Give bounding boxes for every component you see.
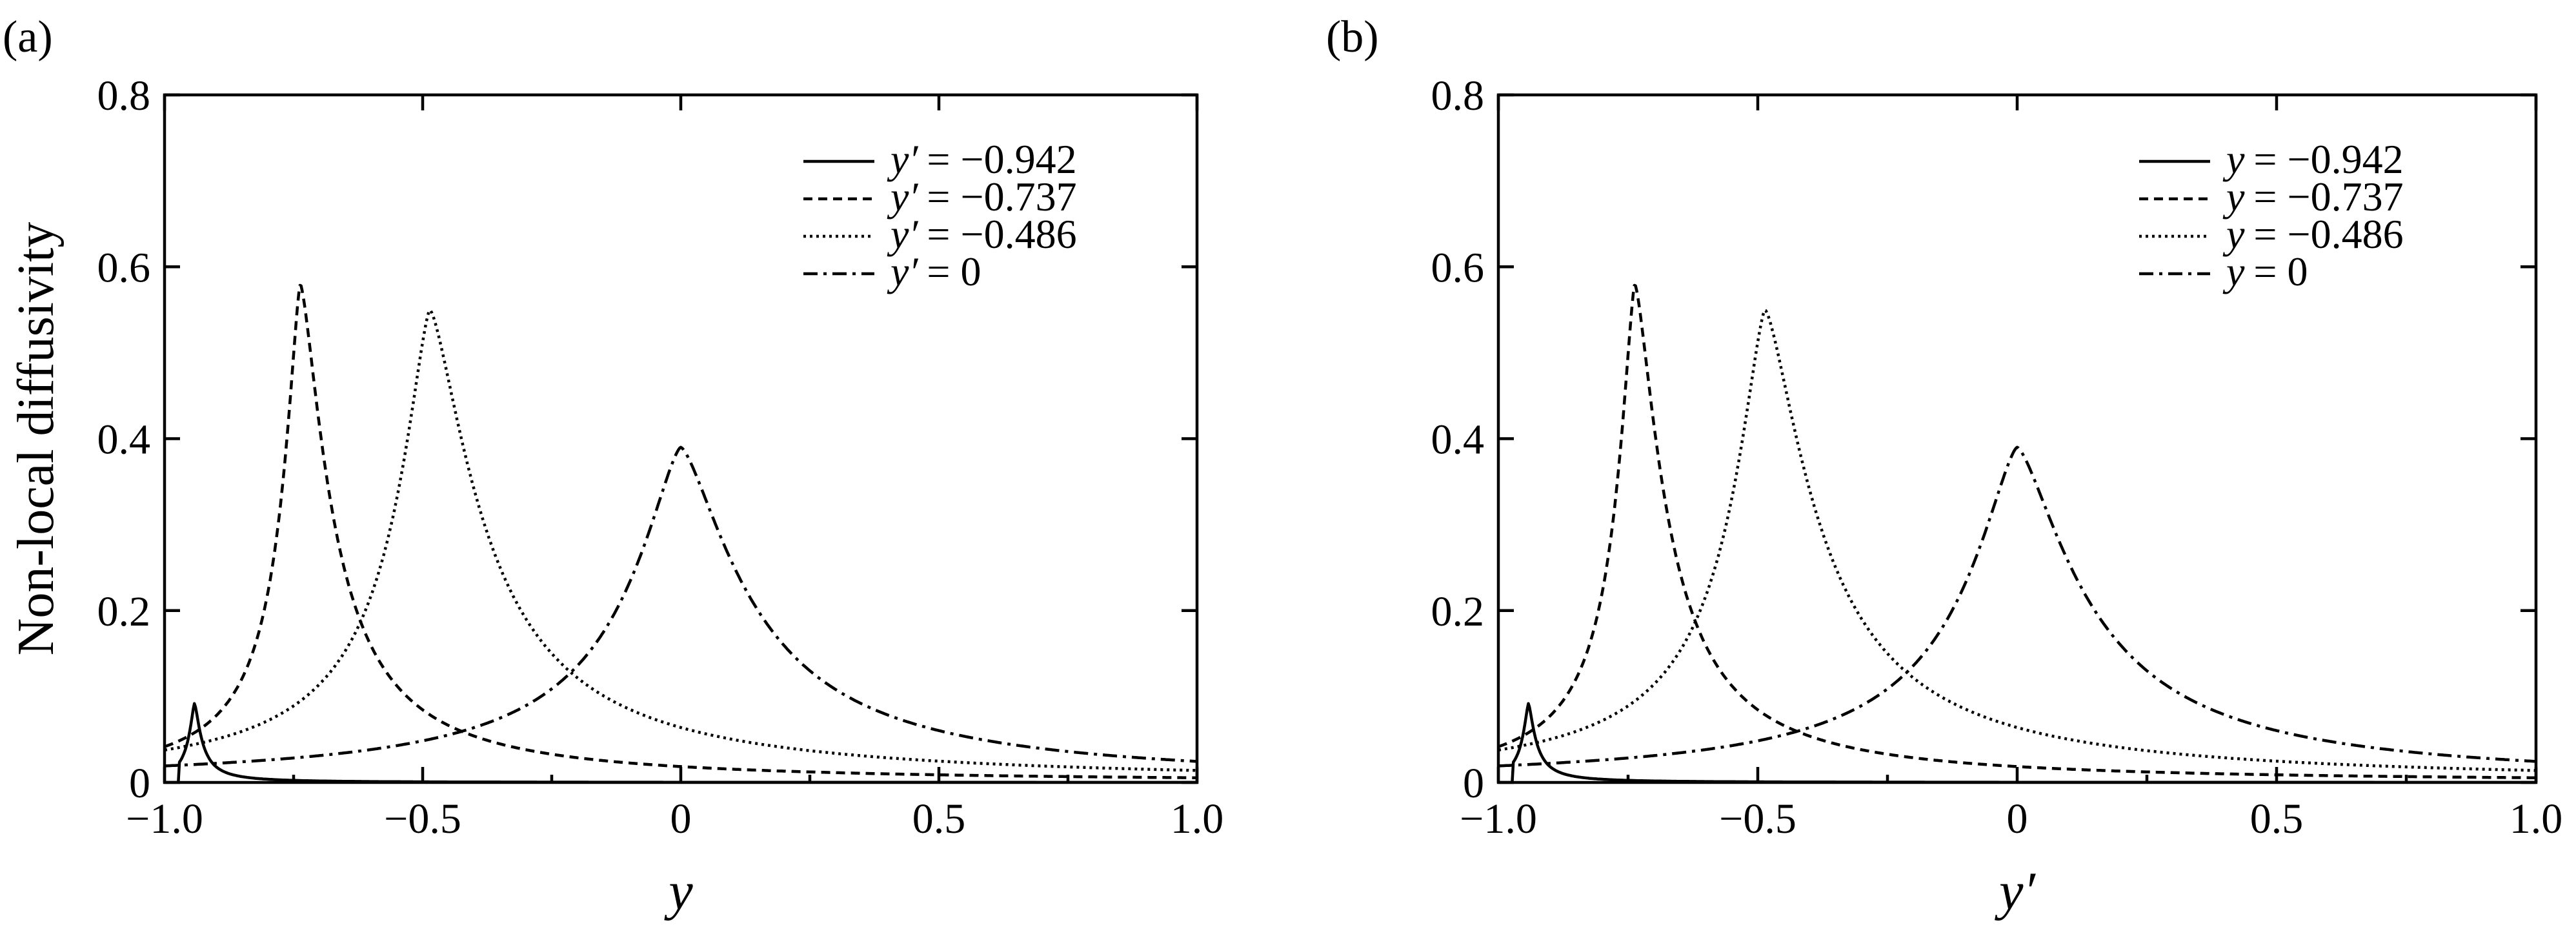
y-axis-title: Non-local diffusivity [8, 222, 65, 656]
series-line-2 [1498, 283, 2536, 779]
panel-label: (a) [3, 12, 53, 62]
x-axis-title: y [663, 861, 693, 921]
x-tick-label: 0 [670, 795, 692, 842]
series-line-1 [165, 702, 1197, 782]
y-tick-label: 0.6 [1431, 244, 1485, 291]
series-line-4 [165, 445, 1197, 768]
legend-entry-2: y′ = −0.737 [887, 174, 1077, 219]
x-tick-label: −1.0 [126, 795, 203, 842]
y-tick-label: 0 [129, 760, 150, 807]
series-line-1 [1498, 702, 2536, 782]
x-axis-title: y′ [1994, 861, 2036, 921]
legend-entry-2: y = −0.737 [2222, 174, 2404, 219]
x-tick-label: 0 [2007, 795, 2028, 842]
y-tick-label: 0.2 [97, 588, 151, 635]
y-tick-label: 0.4 [1431, 416, 1485, 464]
series-line-3 [1498, 309, 2536, 772]
legend-entry-4: y = 0 [2222, 249, 2308, 294]
panel-b: −1.0 −0.5 0 0.5 1.0 0 0.2 0.4 0.6 0.8 y′ (b) y = −0.9… [1326, 12, 2562, 921]
series-line-3 [165, 309, 1197, 772]
panel-a: −1.0 −0.5 0 0.5 1.0 0 0.2 0.4 0.6 0.8 y Non-local d… [3, 12, 1223, 921]
y-tick-label: 0.8 [1431, 72, 1485, 119]
panel-label: (b) [1326, 12, 1379, 62]
x-tick-label: −0.5 [384, 795, 461, 842]
y-tick-label: 0.8 [97, 72, 151, 119]
legend-entry-1: y′ = −0.942 [887, 136, 1077, 182]
y-tick-label: 0.2 [1431, 588, 1485, 635]
legend-entry-3: y′ = −0.486 [887, 211, 1077, 257]
series-line-2 [165, 283, 1197, 779]
x-tick-label: 1.0 [2510, 795, 2563, 842]
y-tick-label: 0.4 [97, 416, 151, 464]
x-tick-label: 0.5 [2250, 795, 2304, 842]
legend-entry-4: y′ = 0 [887, 249, 981, 294]
y-tick-label: 0 [1463, 760, 1484, 807]
x-tick-label: −0.5 [1719, 795, 1796, 842]
x-tick-label: 1.0 [1171, 795, 1224, 842]
legend-entry-3: y = −0.486 [2222, 211, 2404, 257]
x-tick-label: 0.5 [912, 795, 966, 842]
x-tick-label: −1.0 [1460, 795, 1537, 842]
legend-entry-1: y = −0.942 [2222, 136, 2404, 182]
series-line-4 [1498, 445, 2536, 768]
y-tick-label: 0.6 [97, 244, 151, 291]
